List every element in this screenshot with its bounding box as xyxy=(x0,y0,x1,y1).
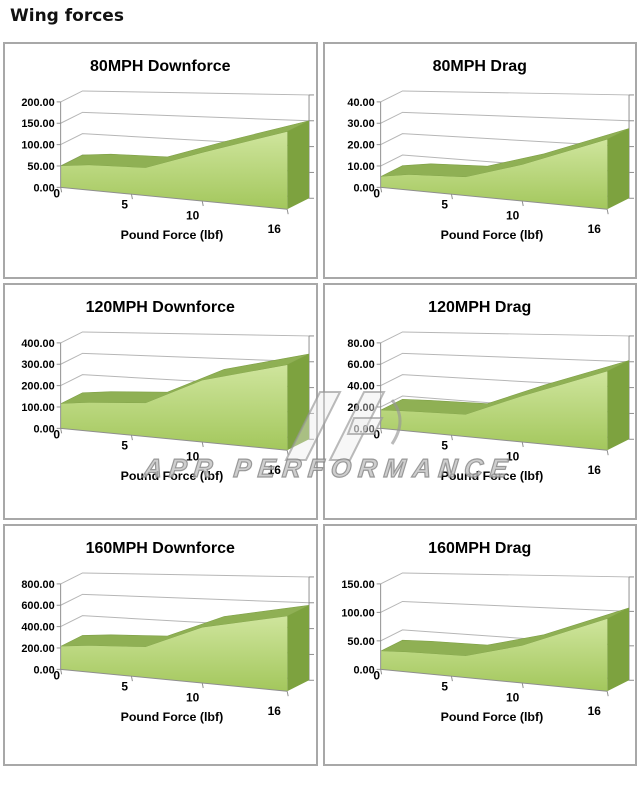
chart-title: 160MPH Downforce xyxy=(85,540,235,557)
svg-text:200.00: 200.00 xyxy=(22,97,55,109)
chart-panel: 80MPH Downforce 0.00 50.00 100.00 150.00 200… xyxy=(3,42,318,279)
svg-text:400.00: 400.00 xyxy=(22,622,55,634)
svg-text:0.00: 0.00 xyxy=(34,423,55,435)
svg-text:5: 5 xyxy=(122,438,129,452)
svg-text:0: 0 xyxy=(54,186,61,200)
svg-text:10: 10 xyxy=(506,209,520,223)
svg-text:0: 0 xyxy=(373,186,380,200)
svg-text:40.00: 40.00 xyxy=(347,381,374,393)
chart-canvas: 0.00 50.00 100.00 150.00 0 5 10 16 Pound Force (… xyxy=(341,572,634,724)
chart-panel: 120MPH Downforce 0.00 100.00 200.00 300.00 4… xyxy=(3,283,318,520)
chart-title: 80MPH Drag xyxy=(432,58,527,75)
svg-text:10: 10 xyxy=(506,691,520,705)
chart-canvas: 0.00 20.00 40.00 60.00 80.00 0 5 10 16 Pound Forc… xyxy=(347,331,634,483)
svg-text:5: 5 xyxy=(441,197,448,211)
chart-title: 120MPH Drag xyxy=(428,299,532,316)
svg-text:20.00: 20.00 xyxy=(347,402,374,414)
page-title: Wing forces xyxy=(10,6,124,26)
svg-text:0.00: 0.00 xyxy=(353,423,374,435)
svg-text:50.00: 50.00 xyxy=(347,636,374,648)
svg-text:0.00: 0.00 xyxy=(34,182,55,194)
svg-text:10: 10 xyxy=(506,450,520,464)
svg-text:16: 16 xyxy=(587,222,601,236)
svg-text:0.00: 0.00 xyxy=(34,664,55,676)
chart-canvas: 0.00 100.00 200.00 300.00 400.00 0 5 10 16 Pound … xyxy=(22,331,315,483)
svg-text:0: 0 xyxy=(373,427,380,441)
chart-canvas: 0.00 200.00 400.00 600.00 800.00 0 5 10 16 Pound … xyxy=(22,572,315,724)
svg-text:16: 16 xyxy=(268,463,282,477)
chart-panel: 80MPH Drag 0.00 10.00 20.00 30.00 40.00 0 5 10 1… xyxy=(322,42,637,279)
x-axis-title: Pound Force (lbf) xyxy=(121,228,224,242)
svg-text:600.00: 600.00 xyxy=(22,600,55,612)
x-axis-title: Pound Force (lbf) xyxy=(440,710,543,724)
svg-text:5: 5 xyxy=(122,679,129,693)
svg-text:5: 5 xyxy=(441,679,448,693)
svg-text:16: 16 xyxy=(268,704,282,718)
svg-text:10: 10 xyxy=(186,691,200,705)
svg-text:800.00: 800.00 xyxy=(22,579,55,591)
chart-title: 80MPH Downforce xyxy=(90,58,231,75)
svg-text:50.00: 50.00 xyxy=(28,161,55,173)
svg-text:5: 5 xyxy=(441,438,448,452)
svg-text:16: 16 xyxy=(587,463,601,477)
chart-title: 120MPH Downforce xyxy=(85,299,235,316)
svg-text:40.00: 40.00 xyxy=(347,97,374,109)
svg-text:16: 16 xyxy=(587,704,601,718)
x-axis-title: Pound Force (lbf) xyxy=(440,469,543,483)
x-axis-title: Pound Force (lbf) xyxy=(440,228,543,242)
chart-panel: 160MPH Downforce 0.00 200.00 400.00 600.00 8… xyxy=(3,524,318,766)
chart-panel: 160MPH Drag 0.00 50.00 100.00 150.00 0 5 10 16 P… xyxy=(322,524,637,766)
chart-panel: 120MPH Drag 0.00 20.00 40.00 60.00 80.00 0 5 10… xyxy=(322,283,637,520)
svg-text:0.00: 0.00 xyxy=(353,182,374,194)
chart-title: 160MPH Drag xyxy=(428,540,532,557)
svg-text:60.00: 60.00 xyxy=(347,359,374,371)
svg-text:16: 16 xyxy=(268,222,282,236)
svg-text:150.00: 150.00 xyxy=(341,579,374,591)
chart-canvas: 0.00 10.00 20.00 30.00 40.00 0 5 10 16 Pound Forc… xyxy=(347,90,634,242)
svg-text:150.00: 150.00 xyxy=(22,118,55,130)
svg-text:10: 10 xyxy=(186,209,200,223)
svg-text:0: 0 xyxy=(54,668,61,682)
x-axis-title: Pound Force (lbf) xyxy=(121,710,224,724)
svg-text:0.00: 0.00 xyxy=(353,664,374,676)
chart-canvas: 0.00 50.00 100.00 150.00 200.00 0 5 10 16 Pound F… xyxy=(22,90,315,242)
svg-text:5: 5 xyxy=(122,197,129,211)
svg-text:100.00: 100.00 xyxy=(341,607,374,619)
x-axis-title: Pound Force (lbf) xyxy=(121,469,224,483)
svg-text:200.00: 200.00 xyxy=(22,643,55,655)
svg-text:30.00: 30.00 xyxy=(347,118,374,130)
svg-text:0: 0 xyxy=(373,668,380,682)
svg-text:100.00: 100.00 xyxy=(22,140,55,152)
svg-text:300.00: 300.00 xyxy=(22,359,55,371)
svg-text:0: 0 xyxy=(54,427,61,441)
svg-text:100.00: 100.00 xyxy=(22,402,55,414)
svg-text:20.00: 20.00 xyxy=(347,140,374,152)
svg-text:10.00: 10.00 xyxy=(347,161,374,173)
svg-text:400.00: 400.00 xyxy=(22,338,55,350)
svg-text:80.00: 80.00 xyxy=(347,338,374,350)
svg-text:10: 10 xyxy=(186,450,200,464)
svg-text:200.00: 200.00 xyxy=(22,381,55,393)
chart-grid: 80MPH Downforce 0.00 50.00 100.00 150.00 200… xyxy=(3,42,637,766)
